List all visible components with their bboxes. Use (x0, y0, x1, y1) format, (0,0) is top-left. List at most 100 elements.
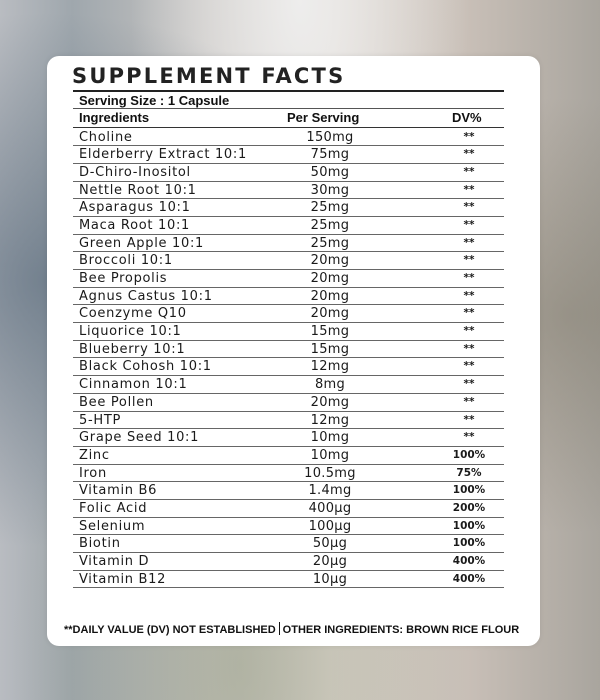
header-dv: DV% (452, 110, 482, 125)
ingredient-dv: ** (463, 378, 475, 391)
ingredient-name: Blueberry 10:1 (79, 341, 186, 357)
ingredient-row: Elderberry Extract 10:1 75mg ** (73, 146, 504, 164)
ingredient-row: Blueberry 10:1 15mg ** (73, 341, 504, 359)
ingredient-row: Black Cohosh 10:1 12mg ** (73, 358, 504, 377)
ingredient-row: Agnus Castus 10:1 20mg ** (73, 288, 504, 306)
ingredient-amount: 15mg (310, 341, 350, 357)
ingredient-dv: ** (463, 342, 475, 355)
ingredient-row: Iron 10.5mg 75% (73, 465, 504, 483)
ingredient-name: Selenium (79, 518, 146, 534)
ingredient-name: 5-HTP (79, 412, 122, 428)
ingredient-name: Black Cohosh 10:1 (79, 359, 212, 375)
ingredient-name: Elderberry Extract 10:1 (79, 147, 247, 163)
ingredient-dv: ** (463, 130, 475, 143)
footnote-separator (278, 622, 280, 635)
ingredient-row: Bee Pollen 20mg ** (73, 394, 504, 412)
ingredient-name: Nettle Root 10:1 (79, 182, 197, 198)
ingredient-dv: ** (463, 307, 475, 320)
ingredient-amount: 50µg (312, 536, 348, 552)
ingredient-amount: 10mg (310, 447, 350, 463)
ingredient-amount: 10µg (312, 571, 348, 587)
ingredient-amount: 10.5mg (304, 465, 356, 481)
ingredient-dv: 100% (452, 484, 486, 497)
ingredient-amount: 12mg (310, 359, 350, 375)
ingredient-dv: 200% (452, 501, 486, 514)
ingredient-name: Bee Propolis (79, 271, 168, 286)
serving-size: Serving Size : 1 Capsule (79, 93, 230, 108)
ingredient-row: Selenium 100µg 100% (73, 518, 504, 536)
ingredient-amount: 20mg (310, 394, 350, 410)
ingredient-amount: 20mg (310, 271, 350, 286)
footnote-other-ingredients: OTHER INGREDIENTS: BROWN RICE FLOUR (282, 624, 520, 636)
header-divider (73, 127, 504, 128)
ingredient-row: Nettle Root 10:1 30mg ** (73, 182, 504, 200)
ingredient-amount: 75mg (310, 147, 350, 163)
ingredient-dv: ** (463, 254, 475, 267)
ingredient-name: Vitamin B12 (79, 571, 167, 587)
ingredient-amount: 25mg (310, 200, 350, 216)
ingredient-amount: 8mg (314, 377, 346, 393)
ingredient-name: Biotin (79, 536, 121, 552)
ingredient-row: Liquorice 10:1 15mg ** (73, 323, 504, 341)
ingredient-dv: ** (463, 218, 475, 231)
ingredient-row: Grape Seed 10:1 10mg ** (73, 429, 504, 447)
supplement-facts-card (47, 56, 540, 646)
ingredient-amount: 30mg (310, 182, 350, 198)
ingredient-row: Asparagus 10:1 25mg ** (73, 199, 504, 217)
ingredient-amount: 50mg (310, 164, 350, 180)
ingredient-row: Choline 150mg ** (73, 129, 504, 147)
ingredient-dv: ** (463, 431, 475, 444)
footnote: **DAILY VALUE (DV) NOT ESTABLISHED OTHER … (64, 622, 519, 636)
ingredient-dv: ** (463, 165, 475, 178)
ingredient-dv: ** (463, 272, 475, 284)
ingredient-name: Liquorice 10:1 (79, 324, 182, 340)
ingredient-dv: ** (463, 360, 475, 373)
header-per-serving: Per Serving (287, 110, 360, 125)
serving-divider (73, 108, 504, 109)
ingredient-row: Biotin 50µg 100% (73, 535, 504, 553)
ingredient-name: Choline (79, 129, 133, 145)
ingredient-row: 5-HTP 12mg ** (73, 412, 504, 430)
ingredient-dv: 100% (452, 448, 486, 461)
footnote-dv-note: **DAILY VALUE (DV) NOT ESTABLISHED (64, 624, 276, 636)
ingredient-name: Maca Root 10:1 (79, 217, 191, 233)
ingredient-name: Folic Acid (79, 500, 148, 516)
ingredient-name: Iron (79, 465, 107, 481)
ingredient-row: Zinc 10mg 100% (73, 447, 504, 465)
ingredient-name: Grape Seed 10:1 (79, 430, 200, 446)
ingredient-name: Cinnamon 10:1 (79, 377, 188, 393)
ingredient-dv: 100% (452, 537, 486, 550)
ingredient-row: D-Chiro-Inositol 50mg ** (73, 164, 504, 182)
ingredient-amount: 150mg (306, 129, 354, 145)
ingredient-dv: ** (463, 289, 475, 302)
ingredient-name: D-Chiro-Inositol (79, 164, 191, 180)
ingredient-name: Zinc (79, 447, 110, 463)
ingredient-row: Vitamin D 20µg 400% (73, 553, 504, 571)
ingredient-amount: 20mg (310, 253, 350, 269)
ingredient-name: Asparagus 10:1 (79, 200, 191, 216)
ingredient-amount: 25mg (310, 235, 350, 251)
label-title: SUPPLEMENT FACTS (72, 64, 346, 88)
ingredient-amount: 20mg (310, 306, 350, 322)
ingredient-amount: 100µg (308, 518, 352, 534)
ingredient-list: Choline 150mg ** Elderberry Extract 10:1 75… (73, 129, 504, 589)
ingredient-row: Cinnamon 10:1 8mg ** (73, 376, 504, 394)
ingredient-dv: ** (463, 236, 475, 249)
ingredient-dv: ** (463, 413, 475, 426)
ingredient-dv: 400% (452, 555, 486, 567)
ingredient-row: Vitamin B12 10µg 400% (73, 571, 504, 589)
ingredient-name: Vitamin D (79, 554, 150, 569)
ingredient-dv: ** (463, 148, 475, 161)
ingredient-dv: ** (463, 201, 475, 214)
ingredient-dv: ** (463, 395, 475, 408)
ingredient-row: Folic Acid 400µg 200% (73, 500, 504, 518)
ingredient-row: Maca Root 10:1 25mg ** (73, 217, 504, 235)
ingredient-dv: 400% (452, 572, 486, 585)
ingredient-amount: 25mg (310, 217, 350, 233)
ingredient-name: Coenzyme Q10 (79, 306, 187, 322)
ingredient-amount: 12mg (310, 412, 350, 428)
ingredient-row: Broccoli 10:1 20mg ** (73, 252, 504, 270)
ingredient-name: Vitamin B6 (79, 483, 158, 499)
header-ingredients: Ingredients (79, 110, 150, 125)
ingredient-dv: 100% (452, 519, 486, 532)
